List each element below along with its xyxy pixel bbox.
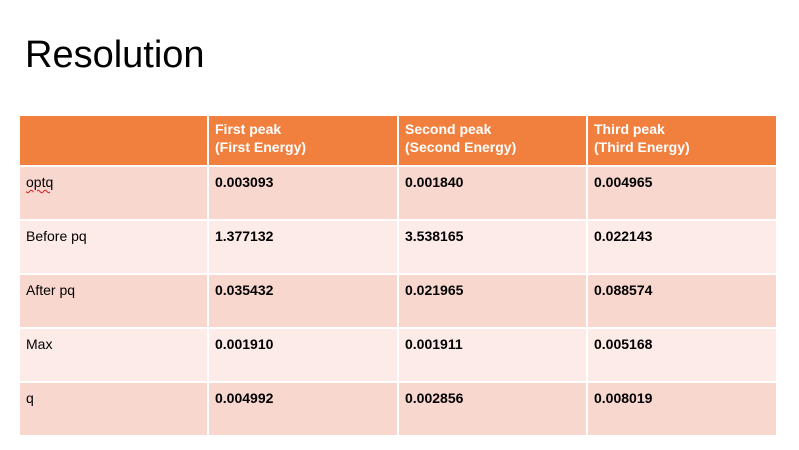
row-label: q — [26, 390, 34, 406]
value-cell: 0.005168 — [586, 327, 778, 383]
header-cell-first-peak: First peak (First Energy) — [207, 114, 399, 167]
header-cell-second-peak: Second peak (Second Energy) — [397, 114, 588, 167]
value-cell: 0.001910 — [207, 327, 399, 383]
row-label: Before pq — [26, 228, 87, 244]
table-row: optq 0.003093 0.001840 0.004965 — [18, 165, 778, 221]
table-header-row: First peak (First Energy) Second peak (S… — [18, 114, 778, 167]
slide-title: Resolution — [25, 34, 205, 76]
value-cell: 0.088574 — [586, 273, 778, 329]
row-label: optq — [26, 174, 54, 190]
value-cell: 0.001840 — [397, 165, 588, 221]
table-row: Max 0.001910 0.001911 0.005168 — [18, 327, 778, 383]
header-title: Third peak — [594, 121, 665, 137]
header-cell-third-peak: Third peak (Third Energy) — [586, 114, 778, 167]
header-cell-empty — [18, 114, 209, 167]
value-cell: 0.008019 — [586, 381, 778, 437]
value-cell: 0.002856 — [397, 381, 588, 437]
row-label: Max — [26, 336, 53, 352]
value-cell: 0.004965 — [586, 165, 778, 221]
table-row: After pq 0.035432 0.021965 0.088574 — [18, 273, 778, 329]
value-cell: 0.035432 — [207, 273, 399, 329]
header-title: First peak — [215, 121, 282, 137]
resolution-table: First peak (First Energy) Second peak (S… — [18, 114, 778, 437]
row-label-cell: Before pq — [18, 219, 209, 275]
value-cell: 3.538165 — [397, 219, 588, 275]
row-label-cell: After pq — [18, 273, 209, 329]
value-cell: 0.003093 — [207, 165, 399, 221]
row-label: After pq — [26, 282, 76, 298]
row-label-cell: Max — [18, 327, 209, 383]
header-subtitle: (Second Energy) — [405, 139, 517, 155]
header-subtitle: (Third Energy) — [594, 139, 690, 155]
table-row: Before pq 1.377132 3.538165 0.022143 — [18, 219, 778, 275]
row-label-cell: q — [18, 381, 209, 437]
value-cell: 0.022143 — [586, 219, 778, 275]
value-cell: 0.004992 — [207, 381, 399, 437]
header-title: Second peak — [405, 121, 492, 137]
table-row: q 0.004992 0.002856 0.008019 — [18, 381, 778, 437]
row-label-cell: optq — [18, 165, 209, 221]
value-cell: 0.021965 — [397, 273, 588, 329]
value-cell: 0.001911 — [397, 327, 588, 383]
value-cell: 1.377132 — [207, 219, 399, 275]
header-subtitle: (First Energy) — [215, 139, 307, 155]
